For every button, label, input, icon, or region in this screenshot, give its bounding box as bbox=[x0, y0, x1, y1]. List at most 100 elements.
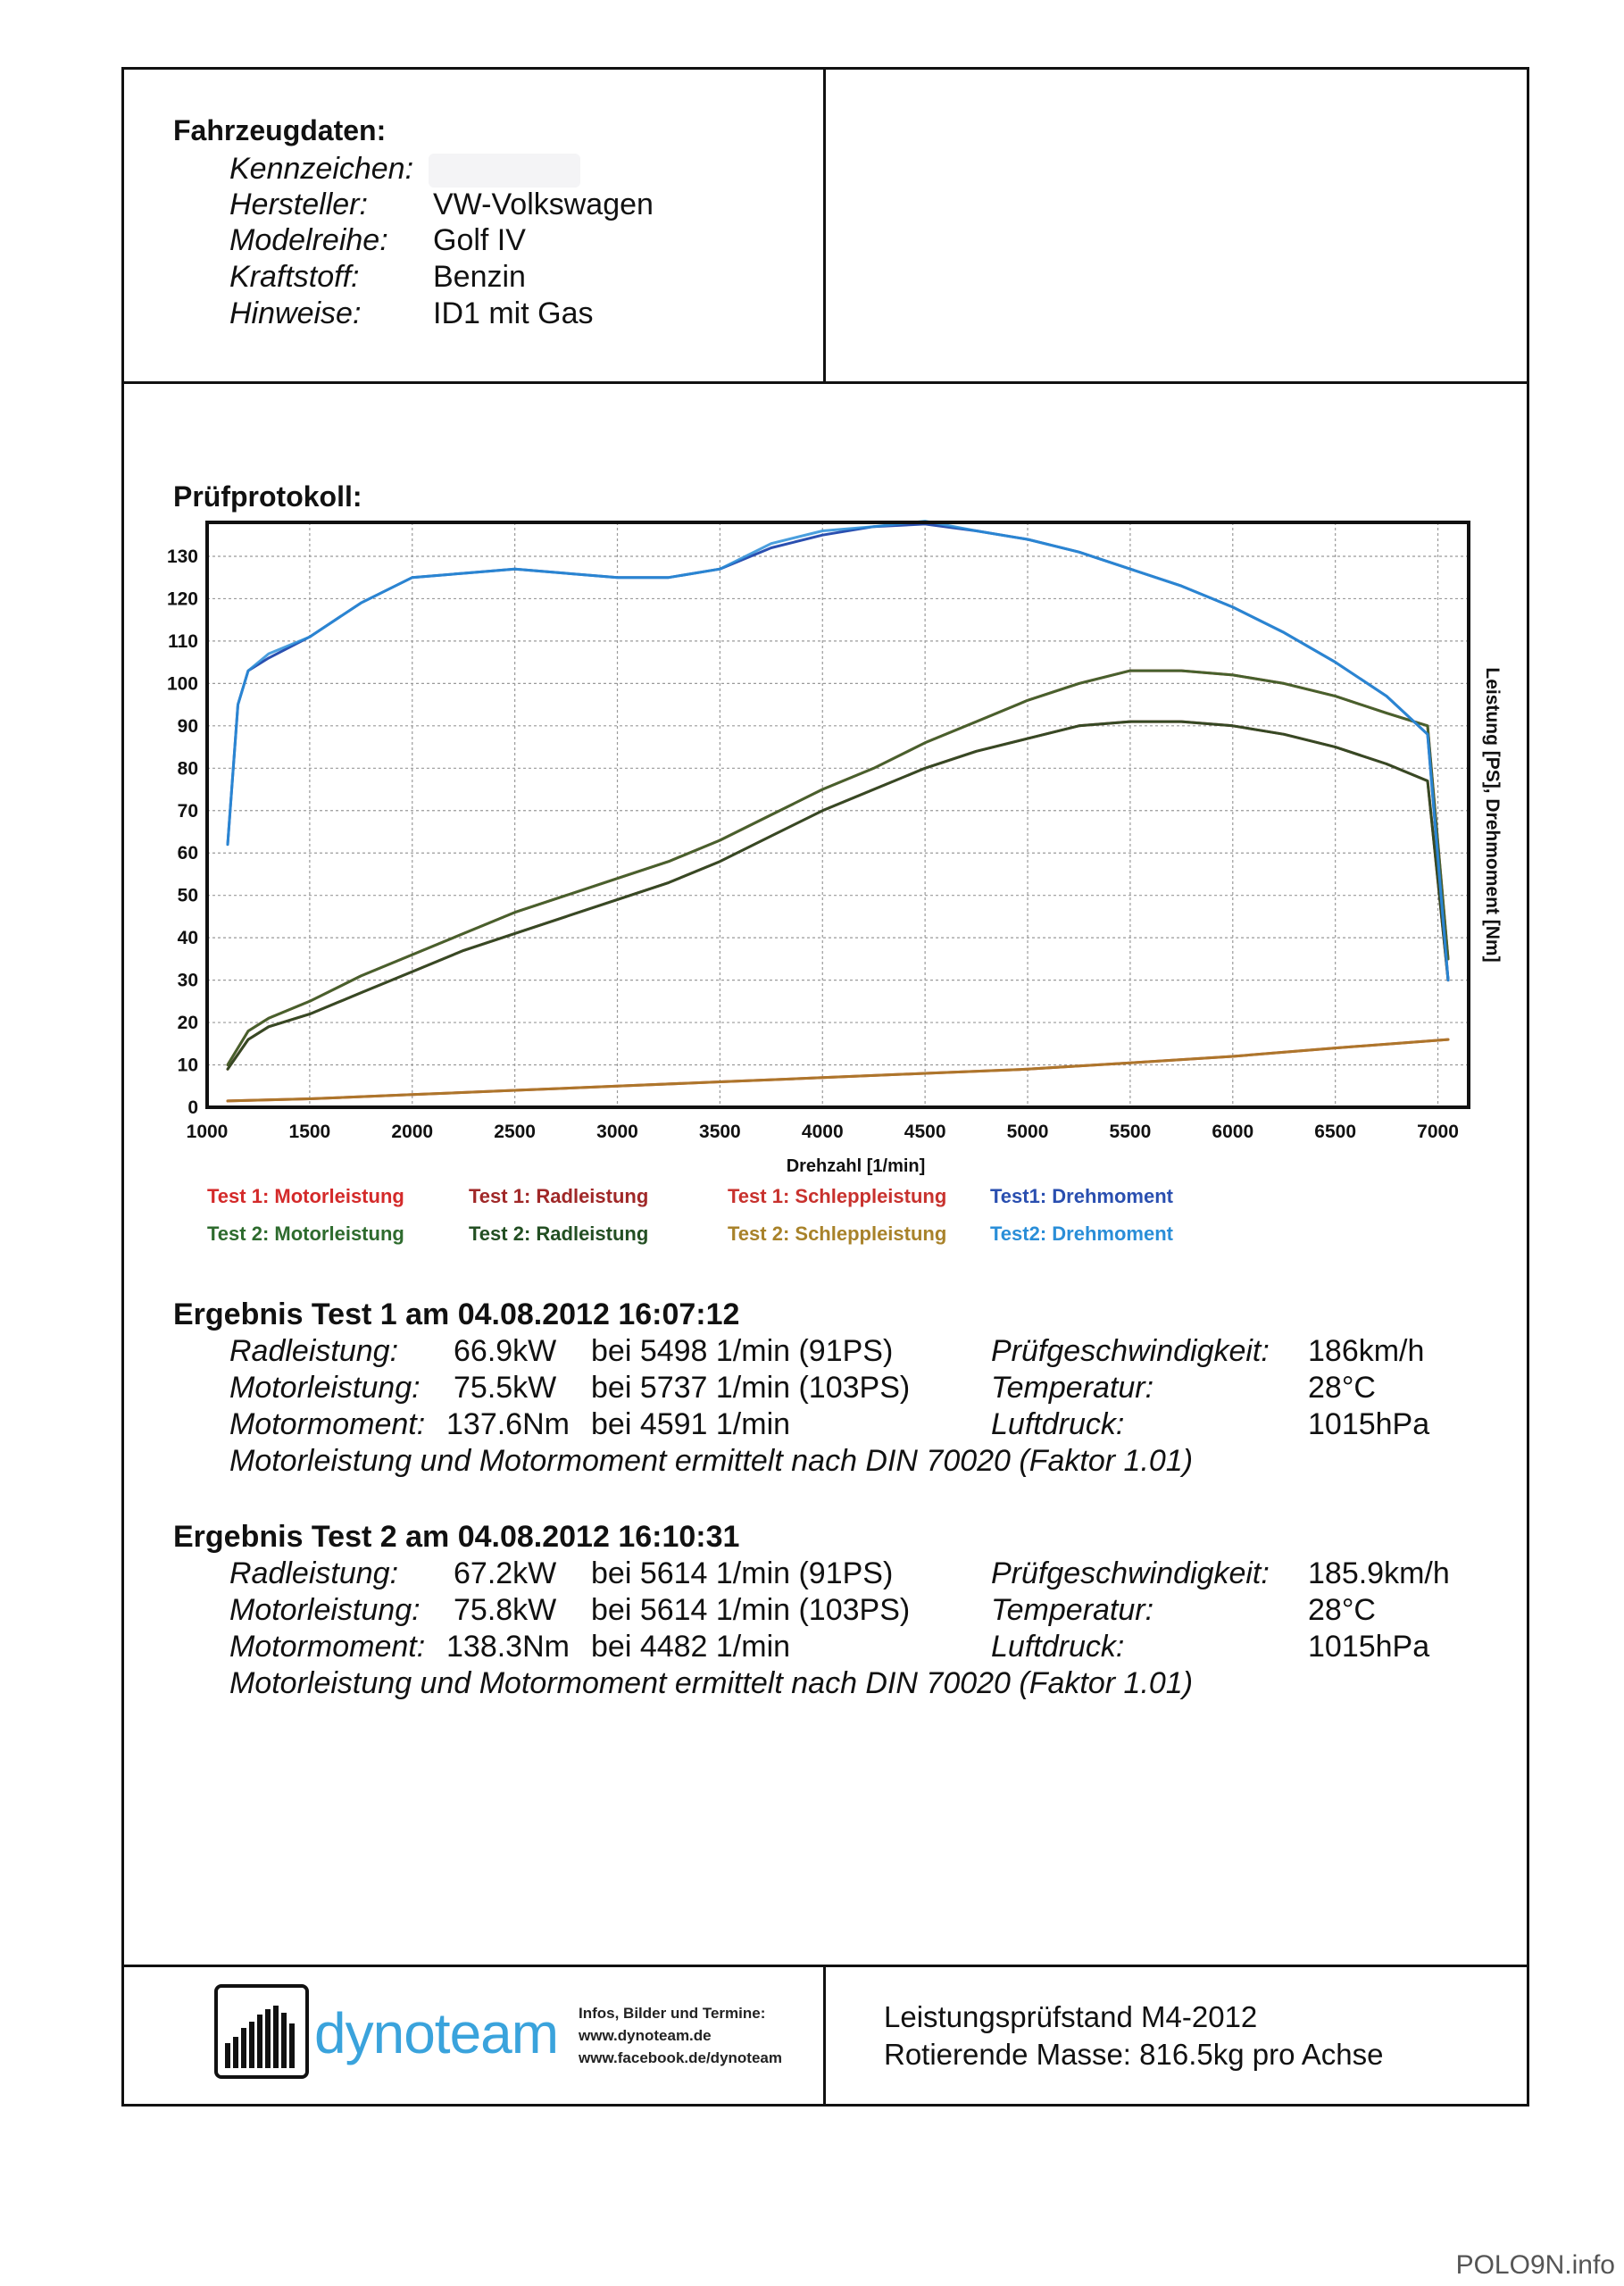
model-label: Modelreihe: bbox=[229, 223, 388, 257]
result2-torque-label: Motormoment: bbox=[229, 1630, 426, 1664]
result1-speed-label: Prüfgeschwindigkeit: bbox=[991, 1334, 1270, 1368]
result1-rad-value: 66.9kW bbox=[454, 1334, 557, 1368]
dynoteam-logo-text: dynoteam bbox=[314, 2001, 559, 2065]
result2-motor-label: Motorleistung: bbox=[229, 1593, 421, 1627]
plate-label: Kennzeichen: bbox=[229, 152, 414, 186]
footer-column-divider bbox=[823, 1965, 826, 2107]
y-tick-label: 130 bbox=[167, 546, 198, 567]
legend-test1-torque: Test1: Drehmoment bbox=[990, 1185, 1173, 1207]
notes-value: ID1 mit Gas bbox=[433, 296, 594, 330]
result1-motor-value: 75.5kW bbox=[454, 1371, 557, 1405]
result1-speed-value: 186km/h bbox=[1308, 1334, 1425, 1368]
dynoteam-logo-icon bbox=[214, 1984, 309, 2079]
x-tick-label: 6500 bbox=[1314, 1122, 1356, 1142]
result1-rad-label: Radleistung: bbox=[229, 1334, 399, 1368]
series-line-test2-drehmoment bbox=[226, 520, 1450, 982]
result2-heading: Ergebnis Test 2 am 04.08.2012 16:10:31 bbox=[173, 1520, 740, 1554]
y-tick-label: 110 bbox=[168, 631, 198, 652]
result2-speed-value: 185.9km/h bbox=[1308, 1556, 1450, 1590]
x-tick-label: 2500 bbox=[494, 1122, 536, 1142]
y-tick-label: 60 bbox=[178, 843, 198, 864]
x-tick-label: 5000 bbox=[1007, 1122, 1049, 1142]
result2-motor-detail: bei 5614 1/min (103PS) bbox=[591, 1593, 911, 1627]
header-column-divider bbox=[823, 67, 826, 381]
footer-stand: Leistungsprüfstand M4-2012 bbox=[884, 2000, 1258, 2033]
x-tick-label: 7000 bbox=[1417, 1122, 1459, 1142]
series-line-test-2-schleppleistung bbox=[226, 1038, 1450, 1103]
legend-test2-motor: Test 2: Motorleistung bbox=[207, 1222, 404, 1245]
result2-temp-label: Temperatur: bbox=[991, 1593, 1154, 1627]
x-tick-label: 4000 bbox=[802, 1122, 844, 1142]
result1-torque-value: 137.6Nm bbox=[446, 1407, 570, 1441]
result1-temp-label: Temperatur: bbox=[991, 1371, 1154, 1405]
footer-facebook-link[interactable]: www.facebook.de/dynoteam bbox=[579, 2049, 782, 2066]
result2-torque-value: 138.3Nm bbox=[446, 1630, 570, 1664]
result2-speed-label: Prüfgeschwindigkeit: bbox=[991, 1556, 1270, 1590]
result1-motor-label: Motorleistung: bbox=[229, 1371, 421, 1405]
result1-note: Motorleistung und Motormoment ermittelt … bbox=[229, 1444, 1194, 1478]
legend-test2-rad: Test 2: Radleistung bbox=[469, 1222, 649, 1245]
result1-torque-detail: bei 4591 1/min bbox=[591, 1407, 791, 1441]
y-tick-label: 90 bbox=[178, 716, 198, 737]
watermark: POLO9N.info bbox=[1455, 2250, 1615, 2280]
footer-mass: Rotierende Masse: 816.5kg pro Achse bbox=[884, 2038, 1384, 2071]
result1-torque-label: Motormoment: bbox=[229, 1407, 426, 1441]
y-tick-label: 80 bbox=[178, 758, 198, 779]
manufacturer-label: Hersteller: bbox=[229, 188, 368, 221]
result2-note: Motorleistung und Motormoment ermittelt … bbox=[229, 1666, 1194, 1700]
legend-test1-schlepp: Test 1: Schleppleistung bbox=[728, 1185, 947, 1207]
plate-value-redacted bbox=[429, 154, 580, 188]
x-tick-label: 3000 bbox=[596, 1122, 638, 1142]
result2-temp-value: 28°C bbox=[1308, 1593, 1376, 1627]
dyno-chart: 1000 1500 2000 2500 3000 3500 4000 4500 5000 5500… bbox=[167, 520, 1503, 1176]
model-value: Golf IV bbox=[433, 223, 526, 257]
result1-heading: Ergebnis Test 1 am 04.08.2012 16:07:12 bbox=[173, 1297, 740, 1331]
y-axis-label: Leistung [PS], Drehmoment [Nm] bbox=[1482, 667, 1503, 962]
series-line-test-2-motorleistung bbox=[226, 669, 1450, 1066]
x-tick-label: 1000 bbox=[187, 1122, 229, 1142]
plot-area bbox=[207, 522, 1469, 1107]
y-tick-label: 70 bbox=[178, 801, 198, 822]
result2-rad-value: 67.2kW bbox=[454, 1556, 557, 1590]
y-tick-label: 120 bbox=[167, 588, 198, 609]
result2-motor-value: 75.8kW bbox=[454, 1593, 557, 1627]
y-tick-label: 50 bbox=[178, 886, 198, 906]
result2-torque-detail: bei 4482 1/min bbox=[591, 1630, 791, 1664]
legend-test1-rad: Test 1: Radleistung bbox=[469, 1185, 649, 1207]
y-tick-label: 20 bbox=[178, 1013, 198, 1033]
y-tick-label: 30 bbox=[178, 971, 198, 991]
footer-info-heading: Infos, Bilder und Termine: bbox=[579, 2005, 766, 2022]
x-tick-label: 5500 bbox=[1110, 1122, 1152, 1142]
legend-test2-schlepp: Test 2: Schleppleistung bbox=[728, 1222, 947, 1245]
y-tick-label: 0 bbox=[187, 1097, 198, 1118]
x-axis-label: Drehzahl [1/min] bbox=[787, 1156, 926, 1176]
result2-rad-detail: bei 5614 1/min (91PS) bbox=[591, 1556, 894, 1590]
result2-pressure-label: Luftdruck: bbox=[991, 1630, 1125, 1664]
y-tick-label: 40 bbox=[178, 928, 198, 948]
result1-pressure-value: 1015hPa bbox=[1308, 1407, 1430, 1441]
legend-test2-torque: Test2: Drehmoment bbox=[990, 1222, 1173, 1245]
manufacturer-value: VW-Volkswagen bbox=[433, 188, 654, 221]
result1-temp-value: 28°C bbox=[1308, 1371, 1376, 1405]
x-tick-label: 4500 bbox=[904, 1122, 946, 1142]
y-tick-label: 100 bbox=[167, 673, 198, 694]
x-tick-label: 6000 bbox=[1212, 1122, 1253, 1142]
y-tick-label: 10 bbox=[178, 1055, 198, 1076]
header-divider bbox=[121, 381, 1529, 384]
result1-motor-detail: bei 5737 1/min (103PS) bbox=[591, 1371, 911, 1405]
notes-label: Hinweise: bbox=[229, 296, 362, 330]
vehicle-heading: Fahrzeugdaten: bbox=[173, 114, 387, 146]
result1-rad-detail: bei 5498 1/min (91PS) bbox=[591, 1334, 894, 1368]
result2-rad-label: Radleistung: bbox=[229, 1556, 399, 1590]
fuel-value: Benzin bbox=[433, 260, 526, 294]
x-tick-label: 2000 bbox=[391, 1122, 433, 1142]
result2-pressure-value: 1015hPa bbox=[1308, 1630, 1430, 1664]
x-tick-label: 1500 bbox=[289, 1122, 331, 1142]
footer-website-link[interactable]: www.dynoteam.de bbox=[579, 2027, 712, 2044]
legend-test1-motor: Test 1: Motorleistung bbox=[207, 1185, 404, 1207]
fuel-label: Kraftstoff: bbox=[229, 260, 360, 294]
series-line-test-2-radleistung bbox=[226, 720, 1450, 1071]
result1-pressure-label: Luftdruck: bbox=[991, 1407, 1125, 1441]
x-tick-label: 3500 bbox=[699, 1122, 741, 1142]
protocol-heading: Prüfprotokoll: bbox=[173, 480, 362, 513]
